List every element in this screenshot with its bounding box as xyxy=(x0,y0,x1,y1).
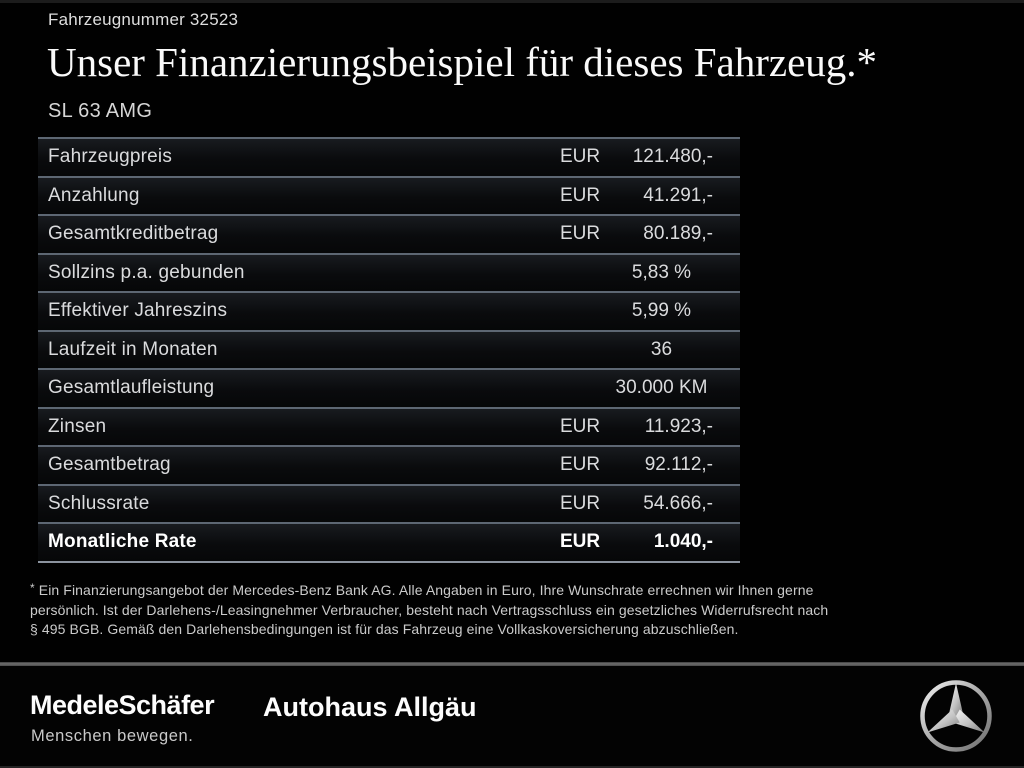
top-edge-strip xyxy=(0,0,1024,3)
table-row: Gesamtkreditbetrag EUR 80.189,- xyxy=(38,214,740,253)
table-row: Zinsen EUR 11.923,- xyxy=(38,406,740,445)
row-currency: EUR xyxy=(560,146,601,168)
row-label: Laufzeit in Monaten xyxy=(48,338,218,360)
row-value: 11.923,- xyxy=(644,415,713,437)
row-currency: EUR xyxy=(560,184,601,206)
row-value: 54.666,- xyxy=(643,492,713,514)
footer-divider xyxy=(0,662,1024,666)
row-value: 80.189,- xyxy=(643,223,713,245)
row-value: 5,83 % xyxy=(631,261,692,283)
row-value: 1.040,- xyxy=(653,531,713,553)
row-value: 30.000 KM xyxy=(615,377,708,399)
mercedes-star-icon xyxy=(920,680,992,752)
row-value: 36 xyxy=(650,338,673,360)
model-name: SL 63 AMG xyxy=(48,100,153,122)
row-currency: EUR xyxy=(560,492,601,514)
table-row: Schlussrate EUR 54.666,- xyxy=(38,483,740,522)
footnote-marker: * xyxy=(30,581,35,595)
row-label: Effektiver Jahreszins xyxy=(48,300,228,322)
page-title: Unser Finanzierungsbeispiel für dieses F… xyxy=(47,39,878,85)
row-currency: EUR xyxy=(560,531,601,553)
dealer-tagline: Menschen bewegen. xyxy=(31,727,194,745)
row-label: Monatliche Rate xyxy=(48,531,197,553)
row-label: Gesamtlaufleistung xyxy=(48,377,215,399)
row-value: 5,99 % xyxy=(631,300,692,322)
row-label: Gesamtkreditbetrag xyxy=(48,223,219,245)
vehicle-number: Fahrzeugnummer 32523 xyxy=(48,10,239,29)
footer: MedeleSchäfer Menschen bewegen. Autohaus… xyxy=(0,666,1024,768)
row-label: Schlussrate xyxy=(48,492,150,514)
row-currency: EUR xyxy=(560,415,601,437)
row-label: Anzahlung xyxy=(48,184,140,206)
dealer-logo: MedeleSchäfer xyxy=(30,690,215,720)
footnote-text: Ein Finanzierungsangebot der Mercedes-Be… xyxy=(30,582,829,637)
table-row: Sollzins p.a. gebunden 5,83 % xyxy=(38,252,740,291)
table-row: Laufzeit in Monaten 36 xyxy=(38,329,740,368)
row-label: Zinsen xyxy=(48,415,107,437)
row-label: Gesamtbetrag xyxy=(48,454,171,476)
table-row: Anzahlung EUR 41.291,- xyxy=(38,175,740,214)
table-row: Effektiver Jahreszins 5,99 % xyxy=(38,291,740,330)
row-currency: EUR xyxy=(560,454,601,476)
finance-table: Fahrzeugpreis EUR 121.480,- Anzahlung EU… xyxy=(38,137,740,563)
row-label: Fahrzeugpreis xyxy=(48,146,173,168)
footnote: * Ein Finanzierungsangebot der Mercedes-B… xyxy=(30,581,990,639)
row-label: Sollzins p.a. gebunden xyxy=(48,261,245,283)
group-logo: Autohaus Allgäu xyxy=(263,692,477,722)
table-row: Monatliche Rate EUR 1.040,- xyxy=(38,522,740,563)
row-value: 41.291,- xyxy=(643,184,713,206)
table-row: Fahrzeugpreis EUR 121.480,- xyxy=(38,137,740,176)
row-value: 92.112,- xyxy=(644,454,713,476)
table-row: Gesamtlaufleistung 30.000 KM xyxy=(38,368,740,407)
bottom-edge-strip xyxy=(0,766,1024,768)
row-currency: EUR xyxy=(560,223,601,245)
row-value: 121.480,- xyxy=(632,146,713,168)
table-row: Gesamtbetrag EUR 92.112,- xyxy=(38,445,740,484)
